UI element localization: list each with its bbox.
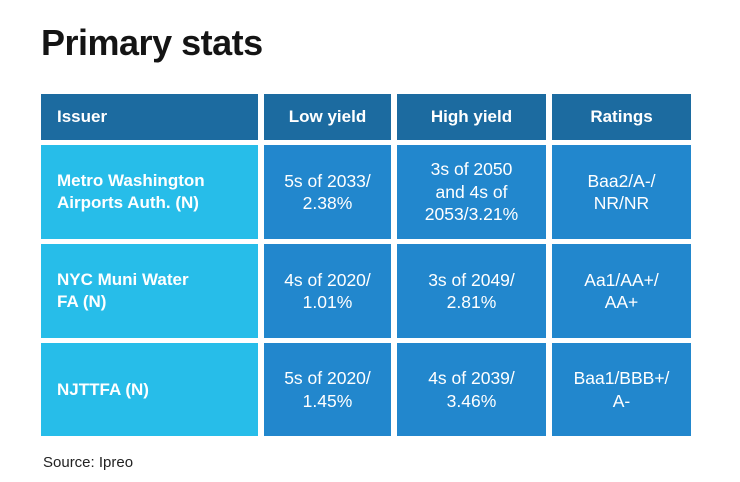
low-yield-cell: 4s of 2020/ 1.01% [264,244,391,338]
source-attribution: Source: Ipreo [43,454,134,471]
issuer-cell: NYC Muni Water FA (N) [41,244,258,338]
ratings-cell: Aa1/AA+/ AA+ [552,244,691,338]
ratings-cell: Baa2/A-/ NR/NR [552,145,691,239]
issuer-cell: NJTTFA (N) [41,343,258,436]
column-header-low-yield: Low yield [264,94,391,140]
primary-stats-table: Issuer Low yield High yield Ratings Metr… [41,94,691,436]
ratings-cell: Baa1/BBB+/ A- [552,343,691,436]
low-yield-cell: 5s of 2033/ 2.38% [264,145,391,239]
column-header-ratings: Ratings [552,94,691,140]
low-yield-cell: 5s of 2020/ 1.45% [264,343,391,436]
issuer-cell: Metro Washington Airports Auth. (N) [41,145,258,239]
high-yield-cell: 4s of 2039/ 3.46% [397,343,546,436]
column-header-high-yield: High yield [397,94,546,140]
high-yield-cell: 3s of 2050 and 4s of 2053/3.21% [397,145,546,239]
column-header-issuer: Issuer [41,94,258,140]
high-yield-cell: 3s of 2049/ 2.81% [397,244,546,338]
page-title: Primary stats [41,22,263,63]
